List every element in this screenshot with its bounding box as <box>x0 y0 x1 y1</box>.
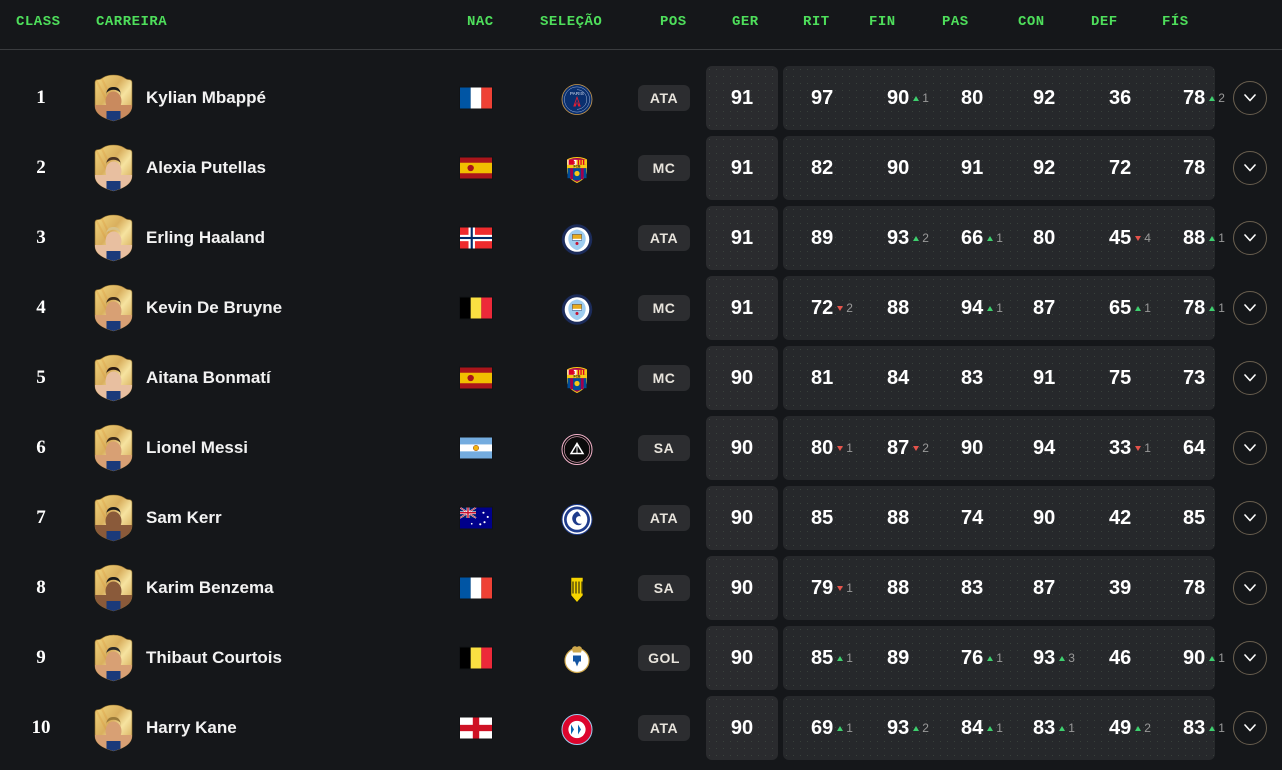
svg-text:FCB: FCB <box>574 164 582 168</box>
svg-text:PARIS: PARIS <box>570 91 584 96</box>
svg-text:FCB: FCB <box>574 374 582 378</box>
